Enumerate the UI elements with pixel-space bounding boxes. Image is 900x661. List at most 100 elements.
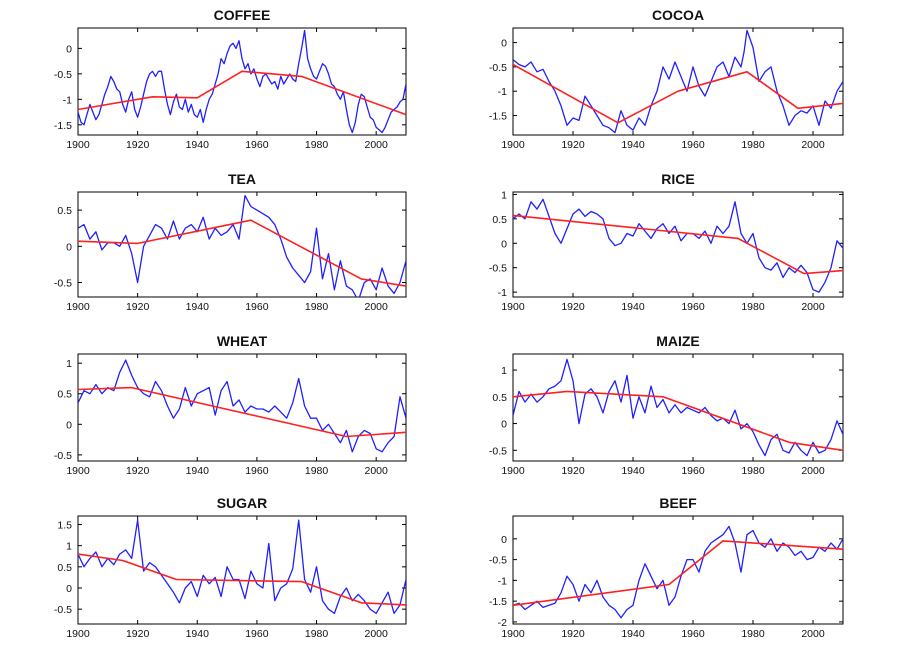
beef-trend-line xyxy=(513,540,843,607)
beef-x-tick-label: 1980 xyxy=(741,628,765,640)
wheat-x-tick-label: 1900 xyxy=(66,465,90,477)
sugar-y-tick-label: 1.5 xyxy=(57,519,72,531)
beef-x-tick-label: 2000 xyxy=(801,628,825,640)
tea-y-tick-label: 0 xyxy=(66,241,72,253)
wheat-plot-frame xyxy=(77,353,407,462)
maize-trend-line xyxy=(513,390,843,452)
sugar-x-tick-label: 1940 xyxy=(186,628,210,640)
rice-trend-line xyxy=(513,214,843,275)
coffee-x-tick-label: 1980 xyxy=(305,139,329,151)
rice-chart: RICE 1900 1920 1940 1960 1980 2000 -1 -0.5 0 0.5 1 xyxy=(489,171,844,313)
wheat-y-tick-label: 1 xyxy=(66,358,72,370)
wheat-x-tick-label: 1980 xyxy=(305,465,329,477)
cocoa-y-tick-label: -1.5 xyxy=(489,111,507,123)
rice-title: RICE xyxy=(661,171,694,187)
maize-y-tick-label: 0.5 xyxy=(492,392,507,404)
maize-x-tick-label: 1920 xyxy=(561,465,585,477)
wheat-y-tick-label: 0.5 xyxy=(57,389,72,401)
maize-title: MAIZE xyxy=(656,333,700,349)
coffee-plot-frame xyxy=(77,27,407,136)
beef-chart: BEEF 1900 1920 1940 1960 1980 2000 -2 -1.5 -1 -0.5… xyxy=(489,495,844,640)
wheat-x-tick-label: 1960 xyxy=(245,465,269,477)
cocoa-chart: COCOA 1900 1920 1940 1960 1980 2000 -1.5 -1 -0.5 0 xyxy=(489,7,844,151)
rice-y-tick-label: 0 xyxy=(501,238,507,250)
rice-actual-line xyxy=(513,198,843,293)
rice-x-tick-label: 1980 xyxy=(741,301,765,313)
sugar-y-tick-label: 0.5 xyxy=(57,562,72,574)
beef-x-tick-label: 1900 xyxy=(501,628,525,640)
sugar-x-tick-label: 1960 xyxy=(245,628,269,640)
maize-x-tick-label: 2000 xyxy=(801,465,825,477)
tea-y-tick-label: 0.5 xyxy=(57,205,72,217)
maize-x-tick-label: 1960 xyxy=(681,465,705,477)
coffee-chart: COFFEE 1900 1920 1940 1960 1980 2000 -1.5 -1 -0.5… xyxy=(54,7,407,151)
coffee-x-tick-label: 1940 xyxy=(186,139,210,151)
sugar-title: SUGAR xyxy=(217,495,268,511)
cocoa-actual-line xyxy=(513,29,843,134)
cocoa-x-tick-label: 1920 xyxy=(561,139,585,151)
sugar-x-tick-label: 2000 xyxy=(365,628,389,640)
tea-trend-line xyxy=(78,219,406,287)
sugar-y-tick-label: -0.5 xyxy=(54,604,72,616)
beef-y-tick-label: -0.5 xyxy=(489,555,507,567)
cocoa-x-tick-label: 1960 xyxy=(681,139,705,151)
beef-y-tick-label: -1 xyxy=(498,575,507,587)
maize-y-tick-label: -0.5 xyxy=(489,445,507,457)
coffee-y-tick-label: -0.5 xyxy=(54,69,72,81)
tea-x-tick-label: 1980 xyxy=(305,301,329,313)
wheat-x-tick-label: 1940 xyxy=(186,465,210,477)
wheat-y-tick-label: -0.5 xyxy=(54,450,72,462)
wheat-x-tick-label: 2000 xyxy=(365,465,389,477)
beef-actual-line xyxy=(513,525,843,619)
cocoa-trend-line xyxy=(513,63,843,124)
maize-x-tick-label: 1980 xyxy=(741,465,765,477)
cocoa-title: COCOA xyxy=(652,7,704,23)
sugar-x-tick-label: 1900 xyxy=(66,628,90,640)
rice-y-tick-label: 1 xyxy=(501,189,507,201)
beef-plot-frame xyxy=(512,515,844,625)
coffee-y-tick-label: 0 xyxy=(66,43,72,55)
rice-y-tick-label: 0.5 xyxy=(492,214,507,226)
tea-actual-line xyxy=(78,194,406,297)
wheat-y-tick-label: 0 xyxy=(66,419,72,431)
beef-y-tick-label: -2 xyxy=(498,617,507,629)
maize-actual-line xyxy=(513,358,843,457)
maize-x-tick-label: 1900 xyxy=(501,465,525,477)
tea-title: TEA xyxy=(228,171,256,187)
rice-y-tick-label: -1 xyxy=(498,287,507,299)
maize-y-tick-label: 0 xyxy=(501,419,507,431)
cocoa-x-tick-label: 1980 xyxy=(741,139,765,151)
coffee-x-tick-label: 2000 xyxy=(365,139,389,151)
wheat-title: WHEAT xyxy=(217,333,268,349)
rice-x-tick-label: 1940 xyxy=(621,301,645,313)
cocoa-x-tick-label: 2000 xyxy=(801,139,825,151)
cocoa-y-tick-label: -1 xyxy=(498,86,507,98)
rice-x-tick-label: 1960 xyxy=(681,301,705,313)
wheat-chart: WHEAT 1900 1920 1940 1960 1980 2000 -0.5 0 0.5 1 xyxy=(54,333,407,477)
sugar-chart: SUGAR 1900 1920 1940 1960 1980 2000 -0.5 0 0.5 1 1.… xyxy=(54,495,407,640)
sugar-x-tick-label: 1980 xyxy=(305,628,329,640)
coffee-x-tick-label: 1920 xyxy=(126,139,150,151)
cocoa-x-tick-label: 1900 xyxy=(501,139,525,151)
tea-y-tick-label: -0.5 xyxy=(54,278,72,290)
coffee-title: COFFEE xyxy=(214,7,271,23)
maize-chart: MAIZE 1900 1920 1940 1960 1980 2000 -0.5 0 0.5 1 xyxy=(489,333,844,477)
rice-y-tick-label: -0.5 xyxy=(489,263,507,275)
sugar-trend-line xyxy=(78,553,406,606)
maize-plot-frame xyxy=(512,353,844,462)
tea-x-tick-label: 1900 xyxy=(66,301,90,313)
coffee-actual-line xyxy=(78,29,406,134)
coffee-x-tick-label: 1900 xyxy=(66,139,90,151)
coffee-trend-line xyxy=(78,70,406,116)
beef-x-tick-label: 1920 xyxy=(561,628,585,640)
maize-y-tick-label: 1 xyxy=(501,365,507,377)
beef-y-tick-label: -1.5 xyxy=(489,596,507,608)
coffee-y-tick-label: -1.5 xyxy=(54,120,72,132)
sugar-plot-frame xyxy=(77,515,407,625)
coffee-y-tick-label: -1 xyxy=(63,94,72,106)
tea-x-tick-label: 2000 xyxy=(365,301,389,313)
tea-x-tick-label: 1920 xyxy=(126,301,150,313)
cocoa-x-tick-label: 1940 xyxy=(621,139,645,151)
wheat-x-tick-label: 1920 xyxy=(126,465,150,477)
